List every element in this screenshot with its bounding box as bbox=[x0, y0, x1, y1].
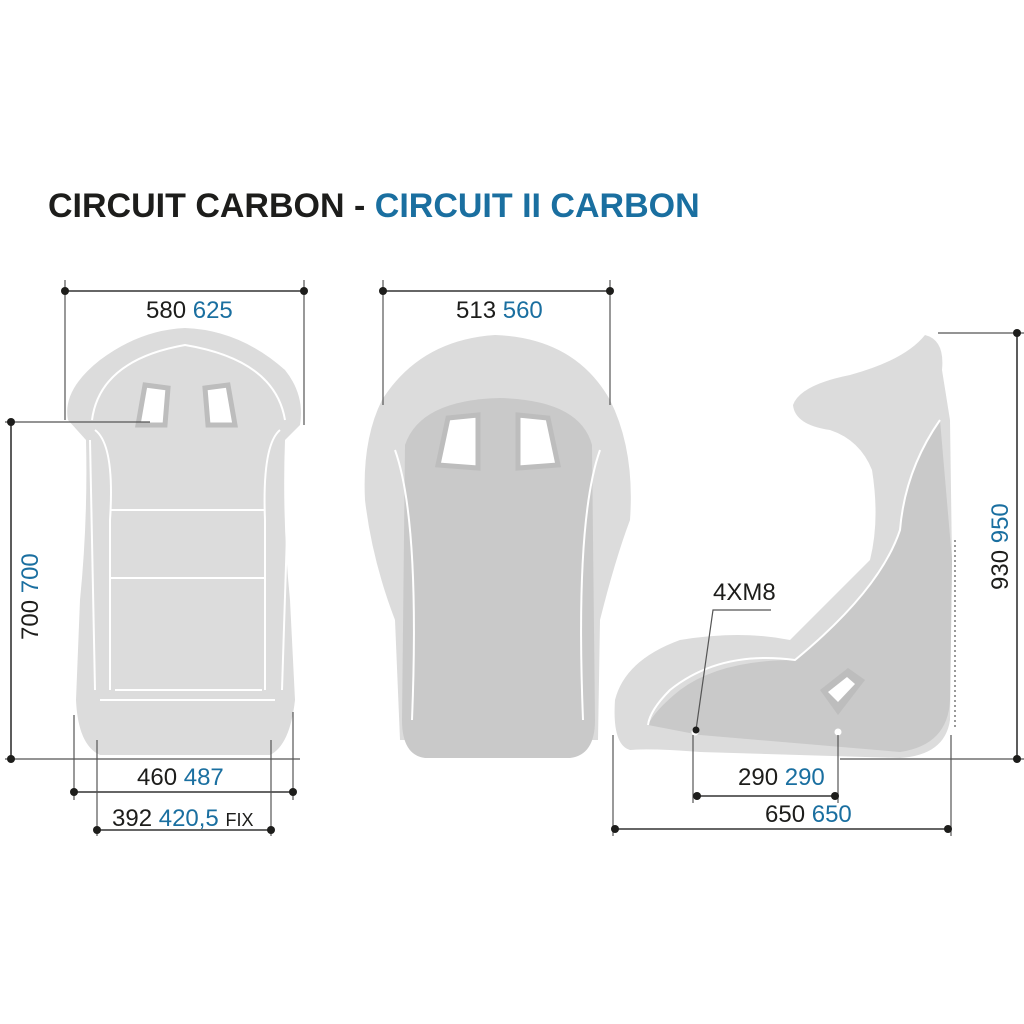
front-width-label: 580 625 bbox=[146, 297, 233, 324]
front-mount-width-label: 392 420,5 FIX bbox=[112, 805, 253, 832]
bolts-label: 4XM8 bbox=[713, 579, 776, 606]
side-depth-dimension: 650 650 bbox=[611, 735, 952, 836]
front-base-width-dimension: 460 487 bbox=[70, 712, 297, 800]
side-mount-spacing-label: 290 290 bbox=[738, 764, 825, 791]
front-height-dimension: 700 700 bbox=[5, 418, 300, 763]
front-height-label: 700 700 bbox=[17, 553, 44, 640]
side-height-label: 930 950 bbox=[987, 503, 1014, 590]
side-bolts-callout: 4XM8 bbox=[692, 579, 776, 734]
front-base-width-label: 460 487 bbox=[137, 764, 224, 791]
side-depth-label: 650 650 bbox=[765, 801, 852, 828]
diagram-title: CIRCUIT CARBON - CIRCUIT II CARBON bbox=[48, 187, 700, 225]
side-height-dimension: 930 950 bbox=[840, 329, 1024, 763]
front-view-seat bbox=[67, 328, 301, 755]
front-width-dimension: 580 625 bbox=[61, 280, 308, 425]
title-model-1: CIRCUIT CARBON - bbox=[48, 187, 375, 225]
side-view-seat bbox=[614, 335, 952, 758]
front-mount-width-dimension: 392 420,5 FIX bbox=[93, 740, 275, 836]
rear-view-seat bbox=[364, 335, 631, 758]
rear-width-label: 513 560 bbox=[456, 297, 543, 324]
side-mount-spacing-dimension: 290 290 bbox=[692, 735, 839, 803]
title-model-2: CIRCUIT II CARBON bbox=[375, 187, 700, 225]
rear-width-dimension: 513 560 bbox=[379, 280, 614, 405]
